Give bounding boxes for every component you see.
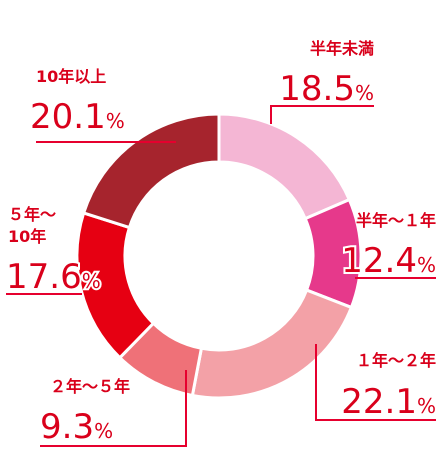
donut-slices bbox=[75, 112, 363, 400]
slice-label-3: １年～２年 bbox=[356, 351, 436, 370]
slice-labels: 半年未満 18.5% 半年～１年 12.4% １年～２年 22.1% ２年～５年 9.3% ５年… bbox=[4, 39, 438, 447]
slice-value-2: 12.4% bbox=[341, 241, 436, 281]
slice-label-1: 半年未満 bbox=[310, 39, 374, 58]
slice-label-4: ２年～５年 bbox=[50, 377, 130, 396]
slice-label-6: 10年以上 bbox=[36, 67, 106, 86]
donut-slice-6 bbox=[81, 112, 221, 230]
slice-value-6: 20.1% bbox=[30, 97, 125, 137]
slice-value-4: 9.3% bbox=[40, 407, 113, 447]
slice-label-2: 半年～１年 bbox=[356, 211, 436, 230]
donut-slice-3 bbox=[190, 288, 354, 400]
leader-line-3 bbox=[315, 344, 436, 421]
slice-label-5: ５年～ 10年 bbox=[8, 205, 56, 246]
slice-value-1: 18.5% bbox=[279, 69, 374, 109]
slice-value-3: 22.1% bbox=[341, 382, 436, 422]
leader-line-1 bbox=[270, 105, 374, 124]
leader-line-4 bbox=[40, 370, 187, 447]
donut-slice-1 bbox=[217, 112, 352, 221]
leader-lines bbox=[6, 105, 436, 447]
slice-value-5: 17.6% bbox=[6, 257, 101, 297]
